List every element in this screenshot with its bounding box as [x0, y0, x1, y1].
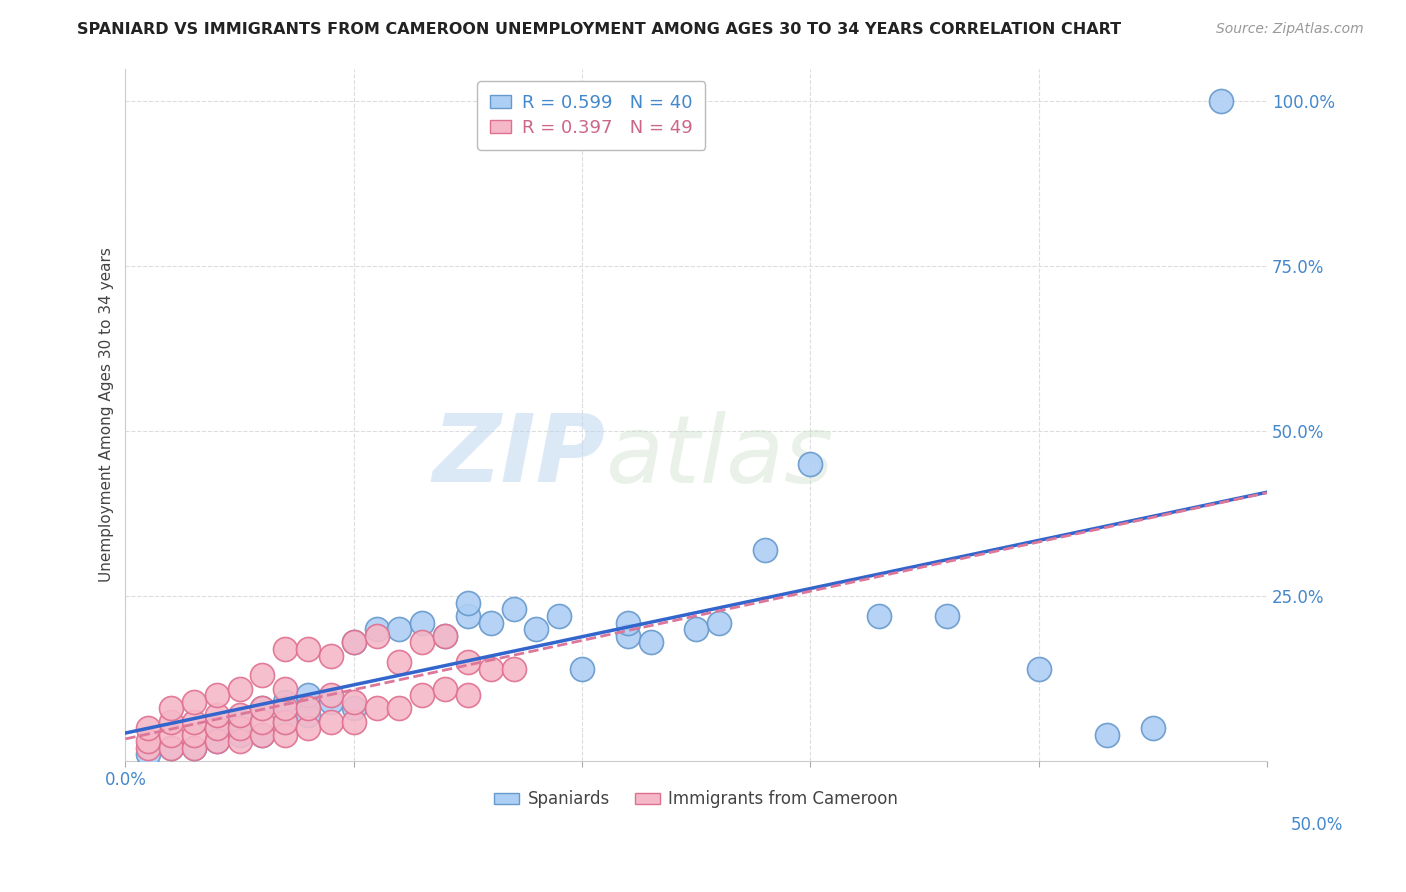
Point	[685, 622, 707, 636]
Point	[502, 662, 524, 676]
Point	[136, 747, 159, 762]
Point	[297, 701, 319, 715]
Point	[205, 707, 228, 722]
Point	[252, 668, 274, 682]
Point	[1211, 95, 1233, 109]
Point	[524, 622, 547, 636]
Point	[434, 629, 457, 643]
Text: 50.0%: 50.0%	[1291, 816, 1343, 834]
Point	[388, 622, 411, 636]
Point	[616, 629, 638, 643]
Point	[228, 681, 250, 696]
Point	[228, 714, 250, 729]
Point	[479, 662, 502, 676]
Point	[160, 740, 183, 755]
Point	[434, 681, 457, 696]
Point	[183, 714, 205, 729]
Point	[205, 734, 228, 748]
Point	[160, 728, 183, 742]
Point	[205, 688, 228, 702]
Text: ZIP: ZIP	[432, 410, 605, 502]
Point	[136, 734, 159, 748]
Point	[457, 688, 479, 702]
Point	[411, 635, 433, 649]
Point	[319, 648, 342, 663]
Point	[228, 721, 250, 735]
Point	[616, 615, 638, 630]
Point	[1095, 728, 1118, 742]
Point	[228, 734, 250, 748]
Point	[366, 701, 388, 715]
Point	[388, 701, 411, 715]
Point	[343, 695, 366, 709]
Point	[274, 701, 297, 715]
Point	[205, 721, 228, 735]
Point	[274, 695, 297, 709]
Y-axis label: Unemployment Among Ages 30 to 34 years: Unemployment Among Ages 30 to 34 years	[100, 247, 114, 582]
Point	[411, 688, 433, 702]
Point	[228, 728, 250, 742]
Point	[205, 721, 228, 735]
Text: atlas: atlas	[605, 411, 834, 502]
Point	[274, 714, 297, 729]
Point	[274, 642, 297, 657]
Point	[411, 615, 433, 630]
Point	[868, 609, 890, 624]
Point	[160, 714, 183, 729]
Point	[297, 642, 319, 657]
Point	[183, 740, 205, 755]
Point	[343, 701, 366, 715]
Point	[274, 714, 297, 729]
Point	[457, 596, 479, 610]
Point	[707, 615, 730, 630]
Point	[136, 721, 159, 735]
Point	[252, 714, 274, 729]
Point	[205, 734, 228, 748]
Point	[434, 629, 457, 643]
Point	[571, 662, 593, 676]
Text: Source: ZipAtlas.com: Source: ZipAtlas.com	[1216, 22, 1364, 37]
Point	[1028, 662, 1050, 676]
Point	[252, 728, 274, 742]
Point	[319, 714, 342, 729]
Point	[799, 457, 821, 471]
Point	[343, 635, 366, 649]
Point	[319, 688, 342, 702]
Point	[366, 622, 388, 636]
Point	[297, 688, 319, 702]
Point	[343, 635, 366, 649]
Point	[1142, 721, 1164, 735]
Point	[252, 701, 274, 715]
Point	[252, 728, 274, 742]
Point	[343, 714, 366, 729]
Point	[274, 728, 297, 742]
Point	[160, 701, 183, 715]
Text: SPANIARD VS IMMIGRANTS FROM CAMEROON UNEMPLOYMENT AMONG AGES 30 TO 34 YEARS CORR: SPANIARD VS IMMIGRANTS FROM CAMEROON UNE…	[77, 22, 1122, 37]
Point	[479, 615, 502, 630]
Point	[297, 721, 319, 735]
Point	[274, 681, 297, 696]
Point	[183, 695, 205, 709]
Point	[183, 728, 205, 742]
Point	[252, 701, 274, 715]
Point	[366, 629, 388, 643]
Point	[297, 707, 319, 722]
Point	[457, 655, 479, 669]
Point	[548, 609, 571, 624]
Legend: Spaniards, Immigrants from Cameroon: Spaniards, Immigrants from Cameroon	[488, 784, 904, 815]
Point	[457, 609, 479, 624]
Point	[228, 707, 250, 722]
Point	[640, 635, 662, 649]
Point	[160, 740, 183, 755]
Point	[502, 602, 524, 616]
Point	[183, 740, 205, 755]
Point	[136, 740, 159, 755]
Point	[388, 655, 411, 669]
Point	[936, 609, 959, 624]
Point	[754, 543, 776, 558]
Point	[319, 695, 342, 709]
